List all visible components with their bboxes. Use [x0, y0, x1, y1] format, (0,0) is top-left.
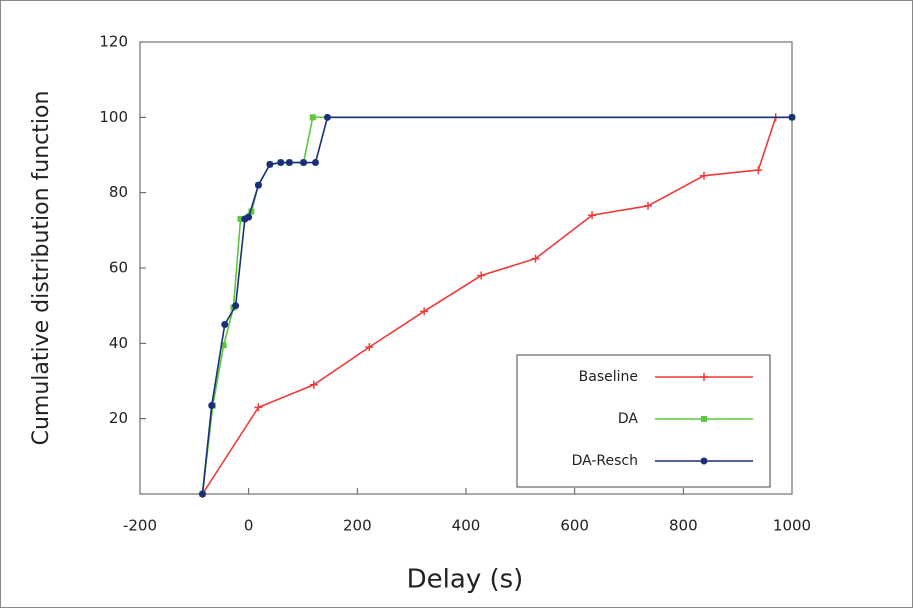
y-tick-label: 100	[99, 108, 128, 126]
marker	[300, 159, 308, 167]
marker	[221, 321, 229, 328]
marker	[365, 343, 374, 352]
marker	[232, 302, 240, 310]
x-tick-label: 0	[244, 517, 254, 535]
x-tick-label: 200	[343, 517, 372, 535]
y-tick-label: 20	[109, 409, 128, 427]
y-tick-label: 80	[109, 183, 128, 201]
marker	[788, 113, 796, 121]
legend-label: Baseline	[579, 369, 638, 385]
x-axis-label: Delay (s)	[407, 565, 524, 595]
legend-label: DA	[618, 411, 639, 427]
x-tick-label: 800	[669, 517, 698, 535]
marker	[420, 307, 429, 316]
y-tick-label: 120	[99, 33, 128, 51]
marker	[699, 171, 708, 180]
marker	[198, 490, 206, 498]
y-tick-label: 40	[109, 334, 128, 352]
marker	[277, 159, 285, 167]
marker	[311, 159, 319, 167]
marker	[323, 113, 331, 121]
x-tick-label: -200	[123, 517, 157, 535]
x-tick-label: 400	[452, 517, 481, 535]
marker	[309, 380, 318, 389]
y-axis-label: Cumulative distribution function	[29, 91, 54, 446]
x-tick-label: 1000	[773, 517, 811, 535]
legend-box	[516, 354, 771, 488]
y-tick-label: 60	[109, 259, 128, 277]
marker	[588, 211, 597, 220]
marker	[254, 403, 263, 412]
marker	[644, 201, 653, 210]
marker	[754, 166, 763, 175]
marker	[220, 342, 227, 349]
x-tick-label: 600	[560, 517, 589, 535]
marker	[700, 457, 708, 465]
marker	[700, 373, 708, 381]
marker	[701, 416, 707, 422]
marker	[531, 254, 540, 263]
marker	[309, 114, 316, 121]
marker	[254, 181, 262, 189]
marker	[266, 160, 274, 168]
series-line	[201, 117, 777, 495]
marker	[208, 401, 216, 409]
marker	[285, 159, 293, 167]
marker	[245, 213, 253, 221]
legend-label: DA-Resch	[572, 453, 638, 469]
marker	[248, 208, 255, 215]
marker	[237, 216, 244, 223]
marker	[477, 271, 486, 280]
